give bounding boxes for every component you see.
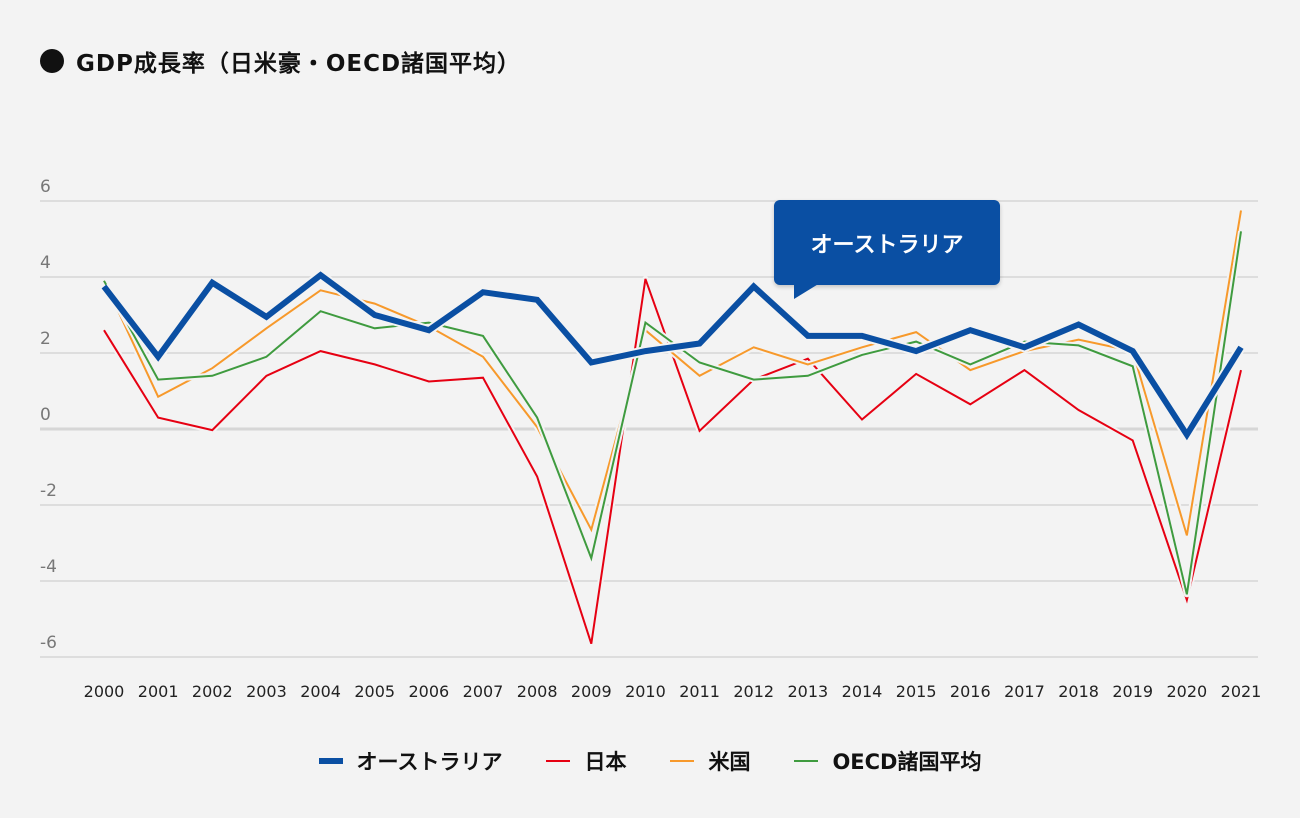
x-tick-label: 2004 bbox=[300, 682, 341, 701]
tooltip-label: オーストラリア bbox=[810, 232, 964, 258]
x-tick-label: 2002 bbox=[192, 682, 233, 701]
bullet-icon bbox=[40, 49, 64, 73]
x-tick-label: 2007 bbox=[463, 682, 504, 701]
y-tick-label: 0 bbox=[40, 405, 51, 425]
legend-swatch bbox=[670, 760, 695, 762]
y-tick-label: 6 bbox=[40, 177, 51, 197]
legend: オーストラリア 日本 米国 OECD諸国平均 bbox=[0, 746, 1300, 776]
chart-title-text: GDP成長率（日米豪・OECD諸国平均） bbox=[76, 51, 522, 77]
x-tick-label: 2014 bbox=[842, 682, 883, 701]
legend-label: 米国 bbox=[708, 750, 751, 774]
legend-label: オーストラリア bbox=[356, 750, 503, 774]
series-halo bbox=[101, 275, 1244, 647]
x-tick-label: 2021 bbox=[1221, 682, 1262, 701]
x-tick-label: 2017 bbox=[1004, 682, 1045, 701]
y-tick-label: 4 bbox=[40, 253, 51, 273]
x-tick-label: 2008 bbox=[517, 682, 558, 701]
x-tick-label: 2010 bbox=[625, 682, 666, 701]
x-tick-label: 2020 bbox=[1166, 682, 1207, 701]
x-tick-label: 2001 bbox=[138, 682, 179, 701]
series-line-3 bbox=[101, 271, 1244, 441]
x-tick-label: 2019 bbox=[1112, 682, 1153, 701]
x-tick-label: 2013 bbox=[787, 682, 828, 701]
x-tick-label: 2011 bbox=[679, 682, 720, 701]
x-tick-label: 2009 bbox=[571, 682, 612, 701]
x-tick-label: 2000 bbox=[84, 682, 125, 701]
x-tick-label: 2012 bbox=[733, 682, 774, 701]
legend-swatch bbox=[546, 760, 571, 762]
legend-item: 日本 bbox=[546, 746, 626, 776]
tooltip: オーストラリア bbox=[774, 200, 1000, 299]
series-line-2 bbox=[103, 231, 1242, 595]
y-tick-label: -2 bbox=[40, 481, 57, 501]
legend-label: 日本 bbox=[584, 750, 627, 774]
y-tick-label: 2 bbox=[40, 329, 51, 349]
y-tick-label: -4 bbox=[40, 557, 57, 577]
x-tick-label: 2016 bbox=[950, 682, 991, 701]
legend-label: OECD諸国平均 bbox=[832, 750, 982, 774]
series-line-0 bbox=[103, 278, 1242, 645]
y-tick-label: -6 bbox=[40, 633, 57, 653]
series-halo bbox=[101, 230, 1244, 598]
legend-item: OECD諸国平均 bbox=[794, 746, 982, 776]
x-tick-label: 2006 bbox=[408, 682, 449, 701]
x-tick-label: 2005 bbox=[354, 682, 395, 701]
legend-swatch bbox=[318, 758, 343, 764]
legend-item: オーストラリア bbox=[318, 746, 503, 776]
x-tick-label: 2018 bbox=[1058, 682, 1099, 701]
x-tick-label: 2015 bbox=[896, 682, 937, 701]
legend-swatch bbox=[794, 760, 819, 762]
legend-item: 米国 bbox=[670, 746, 750, 776]
x-tick-label: 2003 bbox=[246, 682, 287, 701]
chart-title: GDP成長率（日米豪・OECD諸国平均） bbox=[40, 44, 521, 78]
